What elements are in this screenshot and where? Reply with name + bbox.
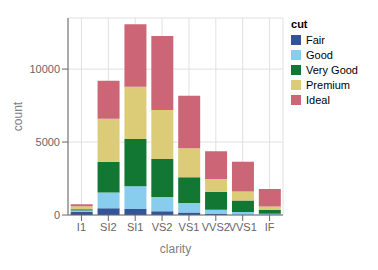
html-text:Very Good: Very Good	[306, 64, 358, 76]
svg-text:clarity: clarity	[160, 242, 191, 256]
svg-text:5000: 5000	[36, 136, 60, 148]
svg-text:VS1: VS1	[179, 221, 200, 233]
svg-text:SI1: SI1	[127, 221, 144, 233]
svg-text:IF: IF	[265, 221, 275, 233]
html-text:Fair: Fair	[306, 34, 325, 46]
html-text:Good: Good	[306, 49, 333, 61]
svg-text:VVS1: VVS1	[229, 221, 257, 233]
svg-text:VVS2: VVS2	[202, 221, 230, 233]
svg-text:0: 0	[54, 209, 60, 221]
html-text:Ideal: Ideal	[306, 94, 330, 106]
svg-text:SI2: SI2	[100, 221, 117, 233]
html-text:Premium: Premium	[306, 79, 350, 91]
html-text:cut: cut	[291, 18, 308, 30]
svg-text:I1: I1	[77, 221, 86, 233]
svg-text:10000: 10000	[29, 63, 60, 75]
svg-text:VS2: VS2	[152, 221, 173, 233]
svg-text:count: count	[11, 101, 25, 131]
